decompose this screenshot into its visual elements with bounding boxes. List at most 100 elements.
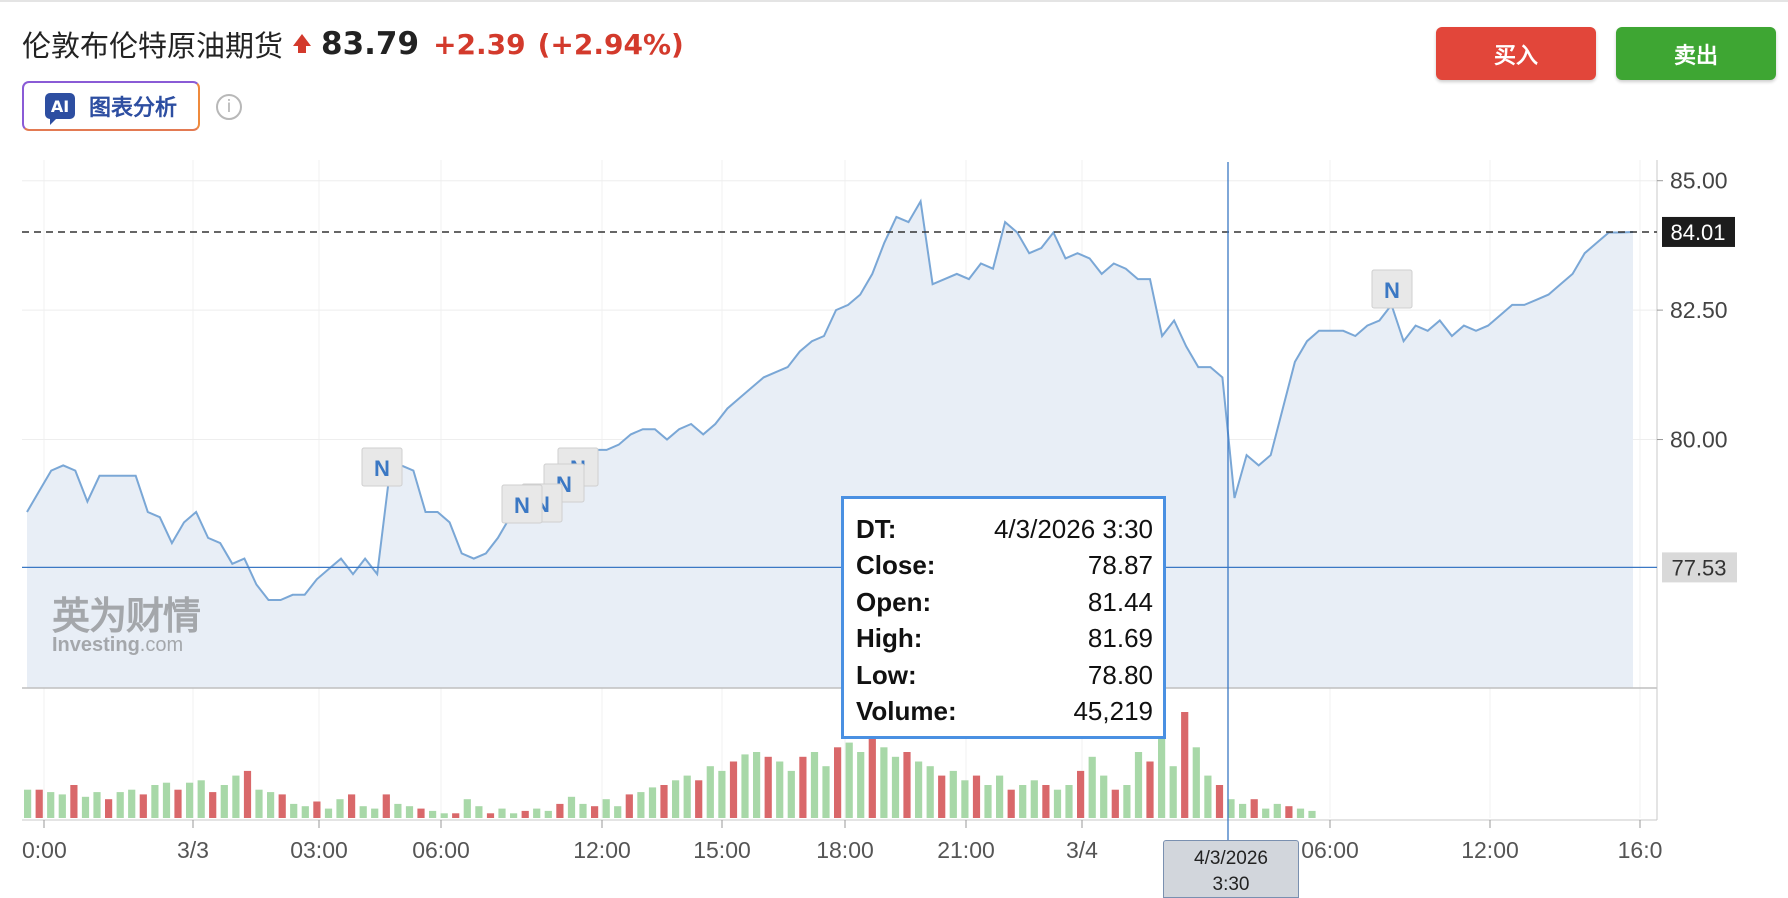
volume-bar [336, 799, 344, 818]
volume-bar [463, 799, 471, 818]
volume-bar [868, 737, 876, 818]
volume-bar [718, 770, 726, 818]
last-price-label: 84.01 [1670, 220, 1725, 245]
volume-bar [151, 785, 159, 818]
watermark-en-b: .com [139, 634, 184, 656]
y-tick-label: 80.00 [1670, 427, 1728, 453]
volume-bar [35, 789, 43, 818]
volume-bar [139, 794, 147, 818]
info-icon[interactable]: i [216, 94, 242, 120]
news-markers: NNNNNN [361, 269, 1413, 524]
volume-bar [475, 806, 483, 818]
news-marker-box [501, 484, 543, 524]
volume-bar [255, 789, 263, 818]
watermark-cn: 英为财情 [52, 594, 201, 638]
volume-bar [1215, 785, 1224, 818]
ohlc-tooltip: DT: 4/3/2026 3:30 Close: 78.87 Open: 81.44 Hig… [841, 496, 1166, 739]
tooltip-key: Low: [856, 659, 917, 690]
tooltip-row: Close: 78.87 [856, 548, 1153, 585]
volume-bar [486, 813, 495, 818]
volume-bar [220, 785, 228, 818]
volume-bar [579, 803, 587, 818]
investing-watermark: 英为财情 Investing.com [52, 585, 201, 657]
tooltip-value: 78.80 [1087, 659, 1153, 690]
volume-bar [382, 794, 390, 818]
price-line [26, 198, 1634, 601]
chart-overlay: 84.01 77.53 [22, 162, 1737, 840]
top-divider [0, 0, 1788, 2]
volume-bar [1239, 803, 1247, 818]
ai-chart-analysis-button[interactable]: AI 图表分析 [22, 81, 200, 131]
volume-bar [58, 794, 66, 818]
last-price: 83.79 [321, 26, 420, 62]
volume-bar [834, 747, 842, 818]
volume-bar [1250, 799, 1258, 818]
volume-bar [544, 810, 552, 818]
tooltip-key: DT: [856, 513, 897, 544]
x-tick-label: 06:00 [412, 837, 470, 863]
volume-bar [1042, 785, 1050, 818]
watermark-en-a: Investing [52, 634, 140, 656]
volume-bar [926, 766, 934, 818]
volume-bar [972, 775, 981, 818]
x-tick-label: 06:00 [1301, 837, 1359, 863]
volume-bar [556, 803, 564, 818]
price-change-percent: (+2.94%) [537, 27, 684, 61]
volume-bar [394, 803, 402, 818]
volume-bar [938, 775, 946, 818]
volume-bar [359, 806, 367, 818]
volume-bar [510, 813, 518, 818]
chart-axes: 85.00 82.50 80.00 0:00 3/3 03:00 06:00 12:00 15:… [22, 160, 1728, 863]
volume-bar [1227, 799, 1235, 818]
crosshair-price-tag [1662, 552, 1737, 583]
volume-bar [880, 747, 888, 818]
volume-bar [822, 766, 830, 818]
volume-bar [1169, 766, 1177, 818]
x-tick-label: 21:00 [937, 837, 995, 863]
volume-bar [949, 770, 957, 818]
volume-bar [313, 801, 321, 818]
volume-bar [440, 813, 448, 818]
news-marker-label: N [514, 493, 530, 518]
news-marker: N [361, 447, 403, 487]
volume-bar [1262, 808, 1270, 818]
volume-bar [810, 752, 819, 818]
volume-bar [498, 808, 506, 818]
volume-bar [371, 808, 379, 818]
volume-bar [174, 789, 182, 818]
volume-bar [47, 792, 55, 818]
volume-bar [776, 761, 784, 818]
news-marker-label: N [374, 456, 390, 481]
volume-bar [637, 792, 645, 818]
volume-bar [625, 794, 633, 818]
y-tick-label: 85.00 [1670, 168, 1728, 194]
crosshair-time: 3:30 [1212, 874, 1250, 895]
crosshair-date: 4/3/2026 [1194, 848, 1268, 869]
x-tick-label: 12:00 [1461, 837, 1519, 863]
volume-bar [1192, 747, 1200, 818]
volume-bar [996, 775, 1004, 818]
volume-bar [128, 789, 136, 818]
tooltip-value: 4/3/2026 3:30 [993, 513, 1153, 544]
sell-button[interactable]: 卖出 [1616, 27, 1776, 80]
volume-bar [695, 780, 703, 818]
volume-bar [614, 806, 622, 818]
volume-bar [116, 792, 124, 818]
tooltip-key: Volume: [856, 696, 957, 727]
volume-bar [533, 808, 541, 818]
volume-bar [1077, 770, 1085, 818]
volume-bar [243, 770, 252, 818]
x-tick-label: 16:0 [1618, 837, 1663, 863]
volume-bar [845, 742, 853, 818]
volume-bar [1285, 806, 1293, 818]
volume-bar [1007, 789, 1015, 818]
volume-bar [232, 775, 240, 818]
x-tick-label: 03:00 [290, 837, 348, 863]
volume-bar [1181, 712, 1189, 818]
volume-bar [267, 792, 275, 818]
volume-bar [1053, 789, 1062, 818]
buy-button[interactable]: 买入 [1436, 27, 1596, 80]
volume-bar [1273, 803, 1281, 818]
watermark-en: Investing.com [52, 634, 200, 657]
